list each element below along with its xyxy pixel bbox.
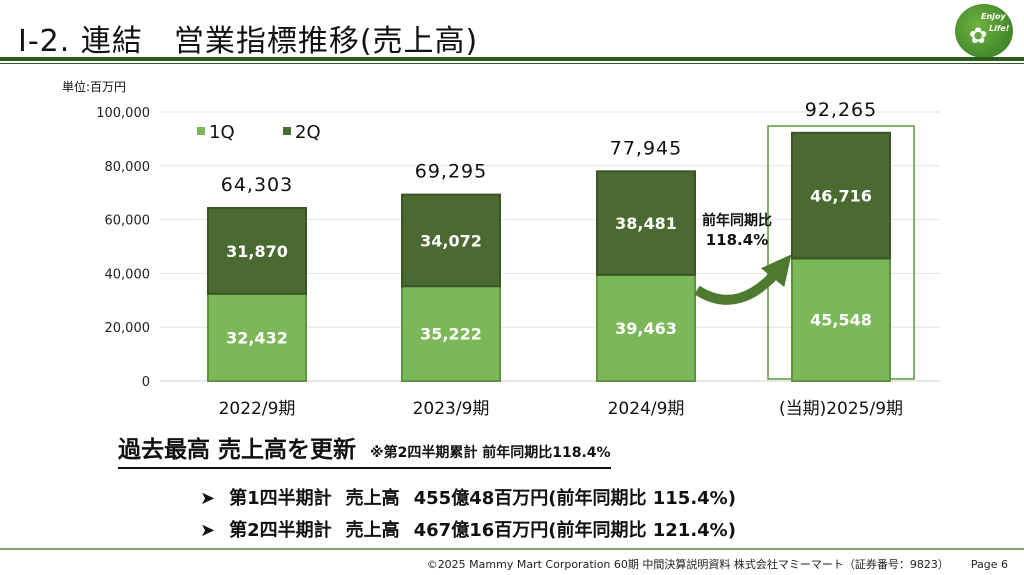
bullet-amount: 455億48百万円(前年同期比 115.4%) (413, 488, 736, 509)
total-label: 92,265 (805, 99, 877, 121)
bullet-period: 第1四半期計 (229, 488, 332, 509)
footer-text: ©2025 Mammy Mart Corporation 60期 中間決算説明資… (426, 558, 949, 571)
growth-arrow-icon (694, 254, 792, 305)
y-tick-label: 60,000 (105, 214, 151, 229)
y-tick-label: 0 (142, 375, 150, 390)
total-label: 69,295 (415, 161, 487, 183)
y-tick-label: 80,000 (105, 160, 151, 175)
yoy-annotation-label: 前年同期比 (702, 212, 772, 229)
headline-note: ※第2四半期累計 前年同期比118.4% (370, 445, 611, 461)
bullet-q2: ➤ 第2四半期計 売上高 467億16百万円(前年同期比 121.4%) (200, 516, 750, 542)
headline-text: 過去最高 売上高を更新 (118, 437, 357, 463)
unit-label: 単位:百万円 (62, 80, 127, 94)
page-number: Page 6 (970, 558, 1008, 571)
bar-2q (401, 193, 501, 288)
bullet-amount: 467億16百万円(前年同期比 121.4%) (413, 520, 736, 541)
legend-swatch-2q (283, 127, 291, 135)
bar-value-label: 39,463 (615, 319, 677, 338)
bar-1q (596, 273, 696, 383)
y-tick-label: 20,000 (105, 321, 151, 336)
x-tick-label: 2022/9期 (219, 399, 296, 419)
bullet-label: 売上高 (345, 488, 400, 509)
x-tick-label: 2024/9期 (608, 399, 685, 419)
title-divider-thin (0, 63, 1024, 64)
bar-value-label: 35,222 (420, 325, 482, 344)
bar-2q (596, 170, 696, 276)
arrow-bullet-icon: ➤ (200, 520, 216, 541)
legend-label: 1Q (209, 122, 235, 143)
bar-value-label: 38,481 (615, 214, 677, 233)
legend-swatch-1q (197, 127, 205, 135)
bar-value-label: 32,432 (226, 328, 288, 347)
x-tick-label: (当期)2025/9期 (779, 399, 903, 419)
x-tick-label: 2023/9期 (413, 399, 490, 419)
headline: 過去最高 売上高を更新 ※第2四半期累計 前年同期比118.4% (118, 436, 611, 469)
bar-value-label: 45,548 (810, 311, 872, 330)
bar-value-label: 31,870 (226, 242, 288, 261)
yoy-annotation-value: 118.4% (706, 231, 768, 249)
bar-2q (207, 207, 307, 295)
bar-value-label: 46,716 (810, 187, 872, 206)
legend-label: 2Q (295, 122, 321, 143)
bar-1q (791, 257, 891, 383)
bullet-period: 第2四半期計 (229, 520, 332, 541)
title-divider (0, 57, 1024, 61)
y-tick-label: 100,000 (96, 106, 150, 121)
bullet-label: 売上高 (345, 520, 400, 541)
bullet-q1: ➤ 第1四半期計 売上高 455億48百万円(前年同期比 115.4%) (200, 484, 750, 510)
enjoy-life-logo: Enjoy Life! ✿ (955, 4, 1013, 58)
sales-chart: 0 20,000 40,000 60,000 80,000 100,000 32,432 31… (96, 99, 940, 419)
y-tick-label: 40,000 (105, 267, 151, 282)
footer-divider (0, 548, 1024, 550)
total-label: 77,945 (610, 137, 682, 159)
arrow-bullet-icon: ➤ (200, 488, 216, 509)
page-title: Ⅰ-2. 連結 営業指標推移(売上高) (18, 24, 479, 59)
flower-icon: ✿ (969, 24, 988, 49)
bar-value-label: 34,072 (420, 231, 482, 250)
footer: ©2025 Mammy Mart Corporation 60期 中間決算説明資… (427, 556, 1008, 572)
total-label: 64,303 (221, 174, 293, 196)
bar-2q (791, 131, 891, 260)
